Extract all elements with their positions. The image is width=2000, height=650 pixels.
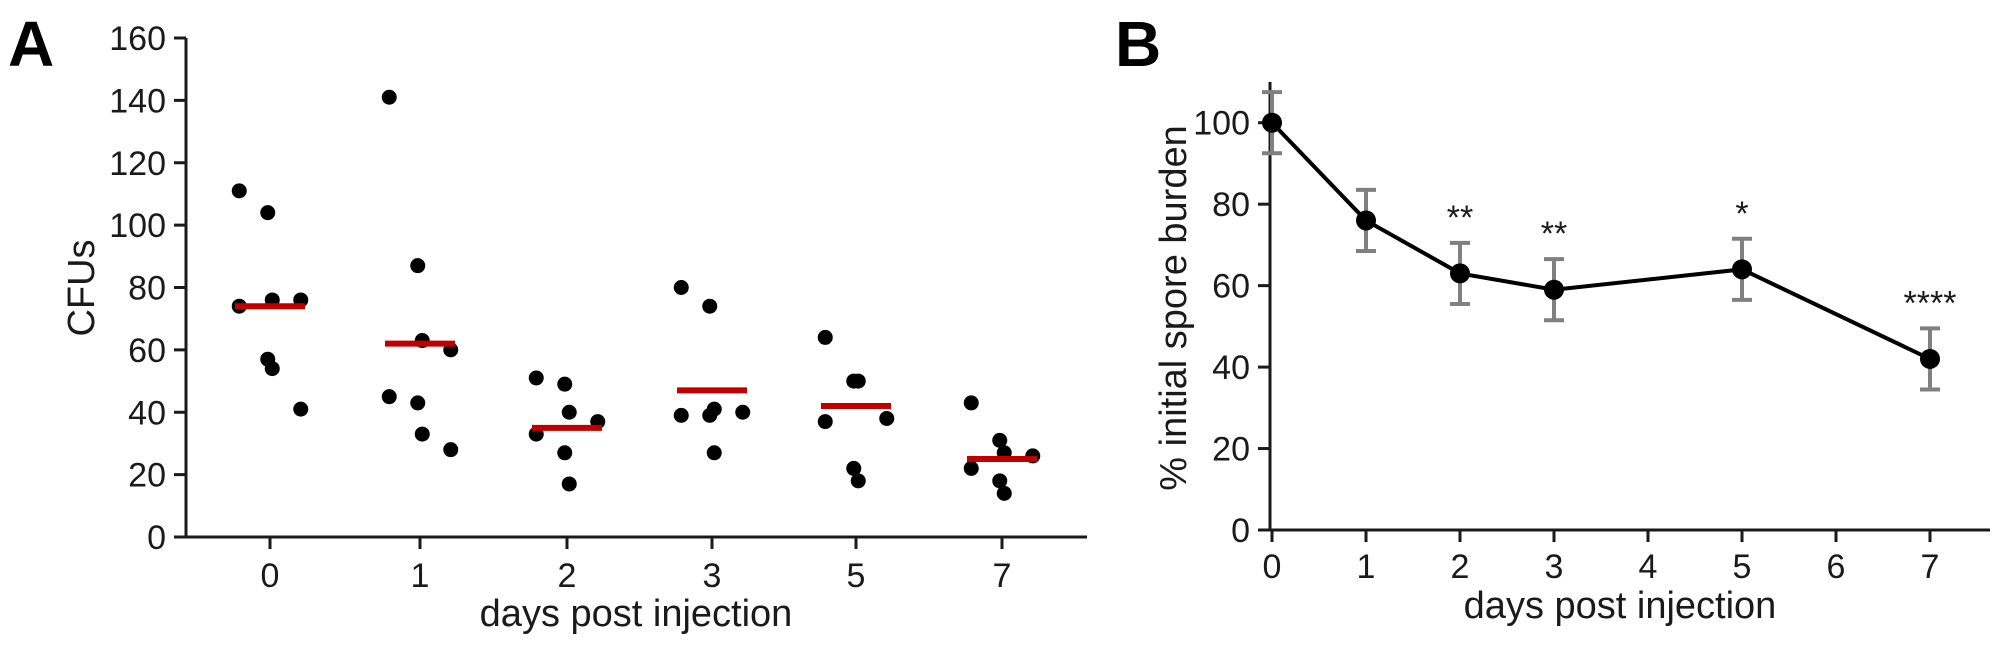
panel-b-x-ticks: 0 1 2 3 4 5 6 7 — [1263, 530, 1940, 586]
panel-a-point — [702, 407, 718, 423]
panel-a-y-title: CFUs — [61, 239, 103, 336]
panel-a-point — [673, 407, 689, 423]
panel-a-point — [702, 298, 718, 314]
panel-a-point — [443, 442, 459, 458]
panel-a-x-tick-label: 1 — [411, 557, 430, 595]
panel-b-x-tick-label: 3 — [1545, 548, 1564, 586]
panel-a-point — [414, 426, 430, 442]
panel-a-point — [817, 329, 833, 345]
panel-a-point — [963, 460, 979, 476]
panel-b-series-line — [1270, 121, 1931, 361]
panel-a-y-tick-label: 100 — [109, 207, 166, 245]
panel-a-y-tick-label: 160 — [109, 20, 166, 58]
panel-a-point — [706, 445, 722, 461]
panel-a-y-tick-label: 40 — [128, 394, 166, 432]
panel-a-point — [992, 473, 1008, 489]
panel-a-point — [992, 432, 1008, 448]
panel-a-x-ticks: 0 1 2 3 5 7 — [261, 537, 1012, 595]
panel-b-y-title: % initial spore burden — [1153, 125, 1195, 490]
panel-a-x-title: days post injection — [480, 593, 793, 635]
panel-a-x-tick-label: 0 — [261, 557, 280, 595]
panel-a-point — [381, 89, 397, 105]
panel-a-x-tick-label: 7 — [993, 557, 1012, 595]
panel-b-x-tick-label: 6 — [1827, 548, 1846, 586]
panel-b: B % initial spore burden days post injec… — [1115, 8, 1990, 627]
panel-a-point — [817, 414, 833, 430]
panel-b-y-tick-label: 40 — [1212, 349, 1250, 387]
panel-a-y-tick-label: 80 — [128, 270, 166, 308]
panel-b-x-tick-label: 2 — [1451, 548, 1470, 586]
panel-a-letter: A — [8, 8, 54, 80]
panel-a-point — [264, 361, 280, 377]
panel-b-letter: B — [1115, 8, 1161, 80]
panel-b-y-tick-label: 100 — [1193, 105, 1250, 143]
panel-a-point — [410, 258, 426, 274]
panel-a-point — [879, 410, 895, 426]
panel-b-significance-label: ** — [1447, 199, 1473, 237]
panel-a-y-tick-label: 60 — [128, 332, 166, 370]
panel-b-point — [1544, 279, 1564, 300]
panel-a-point — [557, 445, 573, 461]
panel-a-point — [381, 389, 397, 405]
panel-a-point — [260, 205, 276, 221]
panel-a-y-tick-label: 20 — [128, 457, 166, 495]
panel-a-y-ticks: 0 20 40 60 80 100 120 140 160 — [109, 20, 186, 557]
panel-a-point — [850, 373, 866, 389]
panel-b-significance: ** ******* — [1447, 195, 1957, 323]
panel-b-x-tick-label: 4 — [1639, 548, 1658, 586]
panel-a-point — [410, 395, 426, 411]
panel-a-point — [231, 183, 247, 199]
panel-b-y-tick-label: 0 — [1231, 512, 1250, 550]
panel-a-point — [528, 370, 544, 386]
panel-b-point — [1732, 259, 1752, 280]
panel-b-x-tick-label: 1 — [1357, 548, 1376, 586]
panel-b-error-bars — [1262, 90, 1940, 392]
panel-b-point — [1920, 348, 1940, 369]
panel-b-x-tick-label: 0 — [1263, 548, 1282, 586]
panel-a-point — [561, 404, 577, 420]
panel-b-x-title: days post injection — [1464, 585, 1777, 627]
panel-a: A CFUs days post injection 0204060801001… — [8, 8, 1087, 635]
panel-a-point — [996, 485, 1012, 501]
panel-b-y-tick-label: 20 — [1212, 431, 1250, 469]
panel-a-y-tick-label: 140 — [109, 82, 166, 120]
panel-b-y-tick-label: 80 — [1212, 186, 1250, 224]
panel-a-x-tick-label: 2 — [558, 557, 577, 595]
panel-b-significance-label: * — [1735, 195, 1748, 233]
panel-a-point — [293, 401, 309, 417]
panel-b-points — [1262, 112, 1940, 369]
panel-a-point — [673, 280, 689, 295]
panel-b-point — [1450, 263, 1470, 284]
panel-a-point — [557, 376, 573, 392]
panel-a-points — [231, 89, 1041, 501]
panel-a-x-tick-label: 3 — [703, 557, 722, 595]
panel-a-point — [561, 476, 577, 492]
panel-b-x-tick-label: 5 — [1733, 548, 1752, 586]
panel-b-y-tick-label: 60 — [1212, 268, 1250, 306]
panel-b-y-ticks: 0 20 40 60 80 100 — [1193, 105, 1270, 550]
panel-a-x-tick-label: 5 — [847, 557, 866, 595]
panel-b-significance-label: ** — [1541, 215, 1567, 253]
panel-b-significance-label: **** — [1904, 284, 1957, 322]
panel-a-point — [850, 473, 866, 489]
panel-a-y-tick-label: 0 — [147, 519, 166, 557]
panel-a-y-tick-label: 120 — [109, 145, 166, 183]
panel-b-point — [1262, 112, 1282, 133]
panel-b-point — [1356, 210, 1376, 231]
panel-a-point — [963, 395, 979, 411]
panel-a-point — [735, 404, 751, 420]
panel-a-point — [846, 460, 862, 476]
panel-a-means — [235, 303, 1037, 463]
panel-b-x-tick-label: 7 — [1921, 548, 1940, 586]
